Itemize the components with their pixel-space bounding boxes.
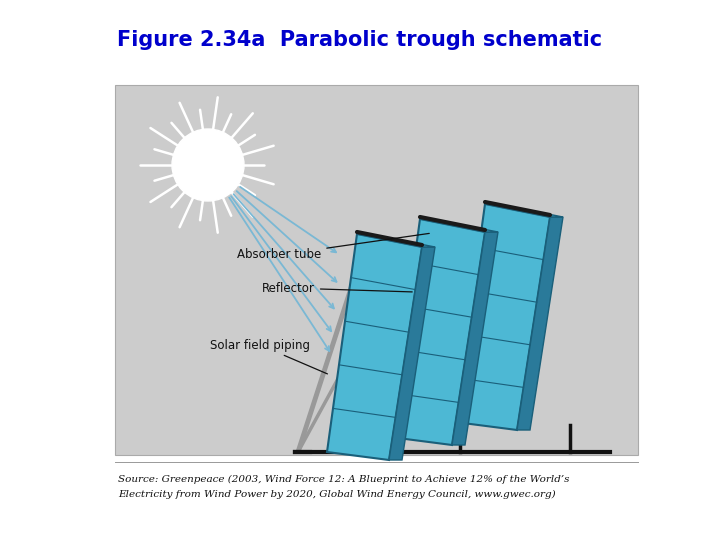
Text: Solar field piping: Solar field piping — [210, 339, 328, 374]
Text: Reflector: Reflector — [262, 281, 413, 294]
Bar — [115, 85, 638, 455]
Polygon shape — [485, 204, 563, 217]
Text: Source: Greenpeace (2003, Wind Force 12: A Blueprint to Achieve 12% of the World: Source: Greenpeace (2003, Wind Force 12:… — [118, 475, 570, 484]
Polygon shape — [357, 234, 435, 247]
Text: Electricity from Wind Power by 2020, Global Wind Energy Council, www.gwec.org): Electricity from Wind Power by 2020, Glo… — [118, 490, 556, 499]
Polygon shape — [452, 232, 498, 445]
Text: Absorber tube: Absorber tube — [237, 233, 429, 261]
Text: Figure 2.34a  Parabolic trough schematic: Figure 2.34a Parabolic trough schematic — [117, 30, 603, 50]
Circle shape — [172, 129, 244, 201]
Polygon shape — [455, 204, 550, 430]
Polygon shape — [390, 219, 485, 445]
Polygon shape — [389, 247, 435, 460]
Polygon shape — [517, 217, 563, 430]
Polygon shape — [420, 219, 498, 232]
Polygon shape — [327, 234, 422, 460]
